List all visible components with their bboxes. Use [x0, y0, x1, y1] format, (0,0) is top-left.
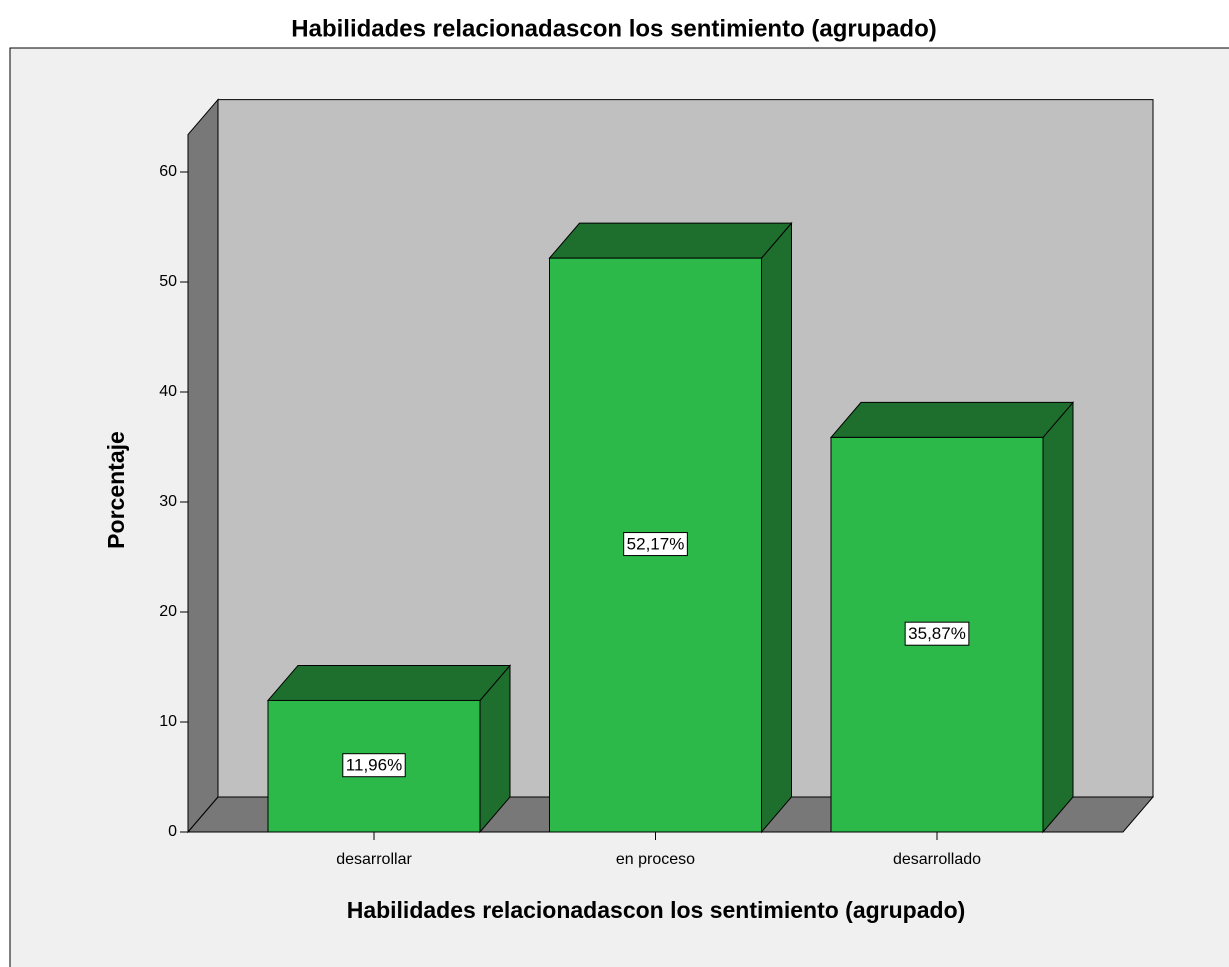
bar-front: [267, 699, 481, 833]
value-label-box: [342, 753, 406, 778]
bar-side: [1042, 401, 1074, 834]
x-tick-label: desarrollado: [893, 851, 981, 868]
value-label: 35,87%: [908, 624, 966, 643]
bar: [266, 664, 512, 834]
chart-title: Habilidades relacionadascon los sentimie…: [291, 15, 936, 42]
bar-top: [548, 222, 793, 259]
x-tick-label: desarrollar: [336, 851, 412, 868]
y-tick-label: 60: [159, 163, 177, 180]
y-tick-label: 40: [159, 383, 177, 400]
y-tick-label: 50: [159, 273, 177, 290]
bar-top: [829, 401, 1075, 438]
bar: [829, 401, 1075, 834]
value-label: 11,96%: [346, 756, 402, 775]
y-tick-label: 10: [159, 713, 177, 730]
bar-top: [266, 664, 512, 701]
side-wall: [187, 98, 219, 834]
y-tick-label: 30: [159, 493, 177, 510]
y-tick-label: 20: [159, 603, 177, 620]
value-label-box: [904, 621, 970, 646]
bar-side: [761, 221, 792, 834]
x-tick-label: en proceso: [616, 851, 695, 868]
y-tick-label: 0: [168, 823, 177, 840]
bar: [548, 221, 793, 834]
value-label: 52,17%: [627, 535, 685, 554]
x-axis-title: Habilidades relacionadascon los sentimie…: [347, 897, 966, 923]
y-axis-title: Porcentaje: [103, 431, 129, 549]
value-label-box: [623, 532, 688, 557]
